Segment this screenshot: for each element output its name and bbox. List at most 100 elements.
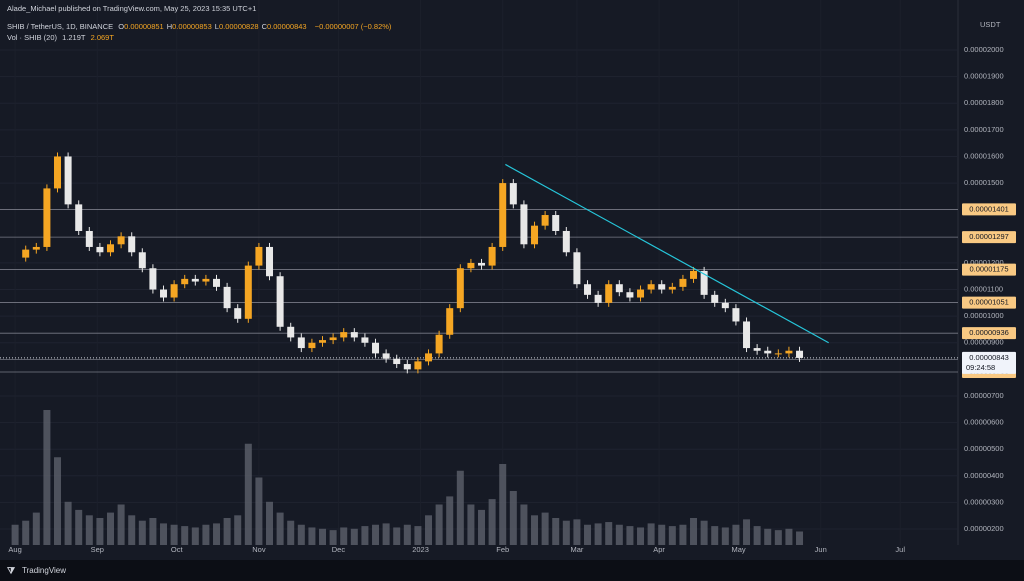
candle (329, 337, 337, 341)
volume-bar (297, 524, 305, 545)
candle (170, 284, 178, 298)
candle (372, 342, 380, 354)
candle (308, 342, 316, 349)
ohlc-label: O (118, 22, 125, 31)
volume-bar (626, 526, 634, 545)
volume-bar (520, 504, 528, 545)
last-price-label: 0.00000843 (969, 353, 1009, 362)
volume-bar (75, 509, 83, 545)
x-tick-label: May (731, 545, 745, 554)
volume-bar (785, 528, 793, 545)
volume-bar (446, 496, 454, 545)
volume-bar (615, 524, 623, 545)
candle (75, 204, 83, 231)
candle (509, 183, 517, 205)
ohlc-row: SHIB / TetherUS, 1D, BINANCE O0.00000851… (7, 22, 394, 31)
volume-bar (584, 524, 592, 545)
candle (552, 215, 560, 231)
ohlc-label: H (166, 22, 173, 31)
candle (340, 332, 348, 338)
candle (785, 350, 793, 354)
candle (531, 225, 539, 245)
x-tick-label: Sep (91, 545, 104, 554)
y-tick-label: 0.00000900 (964, 338, 1004, 347)
volume-bar (266, 501, 274, 545)
volume-bar (117, 504, 125, 545)
level-label: 0.00001175 (969, 265, 1008, 274)
volume-bar (128, 515, 136, 545)
candle (117, 236, 125, 245)
volume-bar (732, 524, 740, 545)
x-tick-label: Aug (8, 545, 21, 554)
volume-bar (85, 515, 93, 545)
candle (615, 284, 623, 293)
volume-bar (319, 528, 327, 545)
ohlc-label: C (261, 22, 267, 31)
candle (382, 353, 390, 359)
volume-bar (372, 524, 380, 545)
candle (361, 337, 369, 343)
y-tick-label: 0.00001900 (964, 72, 1004, 81)
volume-bar (690, 518, 698, 545)
volume-row: Vol · SHIB (20) 1.219T 2.069T (7, 33, 117, 42)
candle (690, 270, 698, 279)
candle (637, 289, 645, 298)
footer-icon: ⧩ (7, 565, 16, 575)
level-label-bg (962, 263, 1016, 276)
volume-bar (478, 509, 486, 545)
volume-bar (149, 518, 157, 545)
footer-logo: TradingView (22, 566, 66, 575)
level-label-bg (962, 203, 1016, 216)
candle (22, 249, 30, 258)
volume-bar (594, 523, 602, 545)
x-tick-label: Feb (496, 545, 509, 554)
volume-bar (213, 523, 221, 545)
candle (764, 350, 772, 354)
candle (425, 353, 433, 362)
volume-bar (255, 477, 263, 545)
volume-bar (721, 527, 729, 545)
candle (520, 204, 528, 245)
ohlc-value: 0.00000851 (124, 22, 164, 31)
volume-bar (202, 524, 210, 545)
volume-bar (361, 526, 369, 545)
candle (414, 361, 422, 370)
y-tick-label: 0.00001100 (964, 285, 1003, 294)
symbol: SHIB / TetherUS, 1D, BINANCE (7, 22, 114, 31)
candle (287, 326, 295, 338)
volume-bar (170, 524, 178, 545)
candle (658, 284, 666, 290)
volume-bar (43, 410, 51, 545)
candle (107, 244, 115, 253)
volume-value: 1.219T (62, 33, 86, 42)
candle (149, 268, 157, 290)
candle (43, 188, 51, 247)
volume-label: Vol · SHIB (20) (7, 33, 58, 42)
candle (605, 284, 613, 303)
candle (573, 252, 581, 285)
volume-bar (287, 520, 295, 545)
candle (584, 284, 592, 295)
y-tick-label: 0.00001800 (964, 98, 1004, 107)
candle (403, 364, 411, 370)
candle (743, 321, 751, 349)
volume-bar (64, 501, 72, 545)
x-tick-label: Jun (815, 545, 827, 554)
level-label-bg (962, 327, 1016, 340)
volume-bar (435, 504, 443, 545)
level-label: 0.00001401 (969, 204, 1009, 213)
ohlc-label: L (214, 22, 219, 31)
candle (541, 215, 549, 226)
volume-bar (414, 526, 422, 545)
y-tick-label: 0.00000200 (964, 524, 1004, 533)
volume-bar (329, 530, 337, 545)
trendline (505, 163, 829, 344)
candle (456, 268, 464, 309)
volume-bar (191, 527, 199, 545)
y-tick-label: 0.00000300 (964, 497, 1004, 506)
candle (255, 246, 263, 266)
y-tick-label: 0.00001700 (964, 125, 1004, 134)
x-tick-label: Jul (895, 545, 905, 554)
volume-bar (531, 515, 539, 545)
